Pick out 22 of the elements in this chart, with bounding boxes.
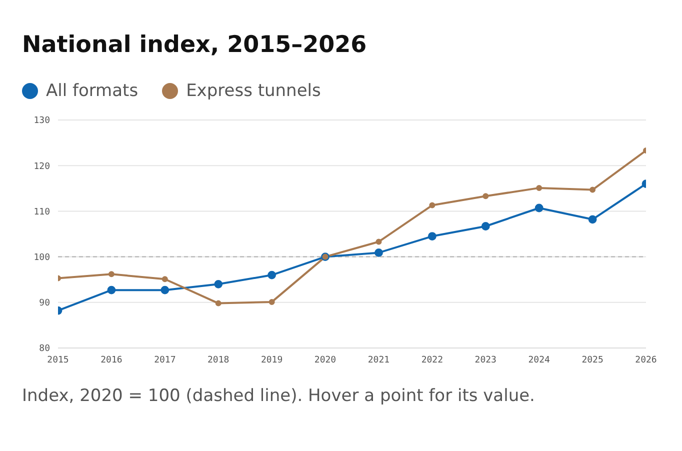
y-tick-label: 80 xyxy=(39,344,50,354)
x-tick-label: 2015 xyxy=(47,355,69,366)
y-tick-label: 110 xyxy=(34,207,50,218)
x-tick-label: 2023 xyxy=(474,355,496,366)
x-tick-label: 2019 xyxy=(260,355,283,366)
x-tick-label: 2024 xyxy=(528,355,550,366)
x-tick-label: 2026 xyxy=(635,355,657,366)
x-tick-label: 2020 xyxy=(314,355,336,366)
legend-label: All formats xyxy=(46,81,138,101)
x-tick-label: 2025 xyxy=(582,355,604,366)
x-tick-label: 2017 xyxy=(154,355,176,366)
x-tick-label: 2018 xyxy=(208,355,230,366)
y-tick-label: 100 xyxy=(34,252,50,263)
text: Index, 2020 = 100 (dashed line). Hover a point for its value. xyxy=(21,385,536,406)
y-tick-label: 120 xyxy=(34,162,50,172)
y-tick-label: 130 xyxy=(34,116,50,126)
x-tick-label: 2021 xyxy=(368,355,390,366)
x-tick-label: 2016 xyxy=(100,355,122,366)
x-tick-label: 2022 xyxy=(421,355,444,366)
legend-label: Express tunnels xyxy=(186,81,321,101)
y-tick-label: 90 xyxy=(39,298,50,309)
chart-title: National index, 2015–2026 xyxy=(21,31,368,60)
